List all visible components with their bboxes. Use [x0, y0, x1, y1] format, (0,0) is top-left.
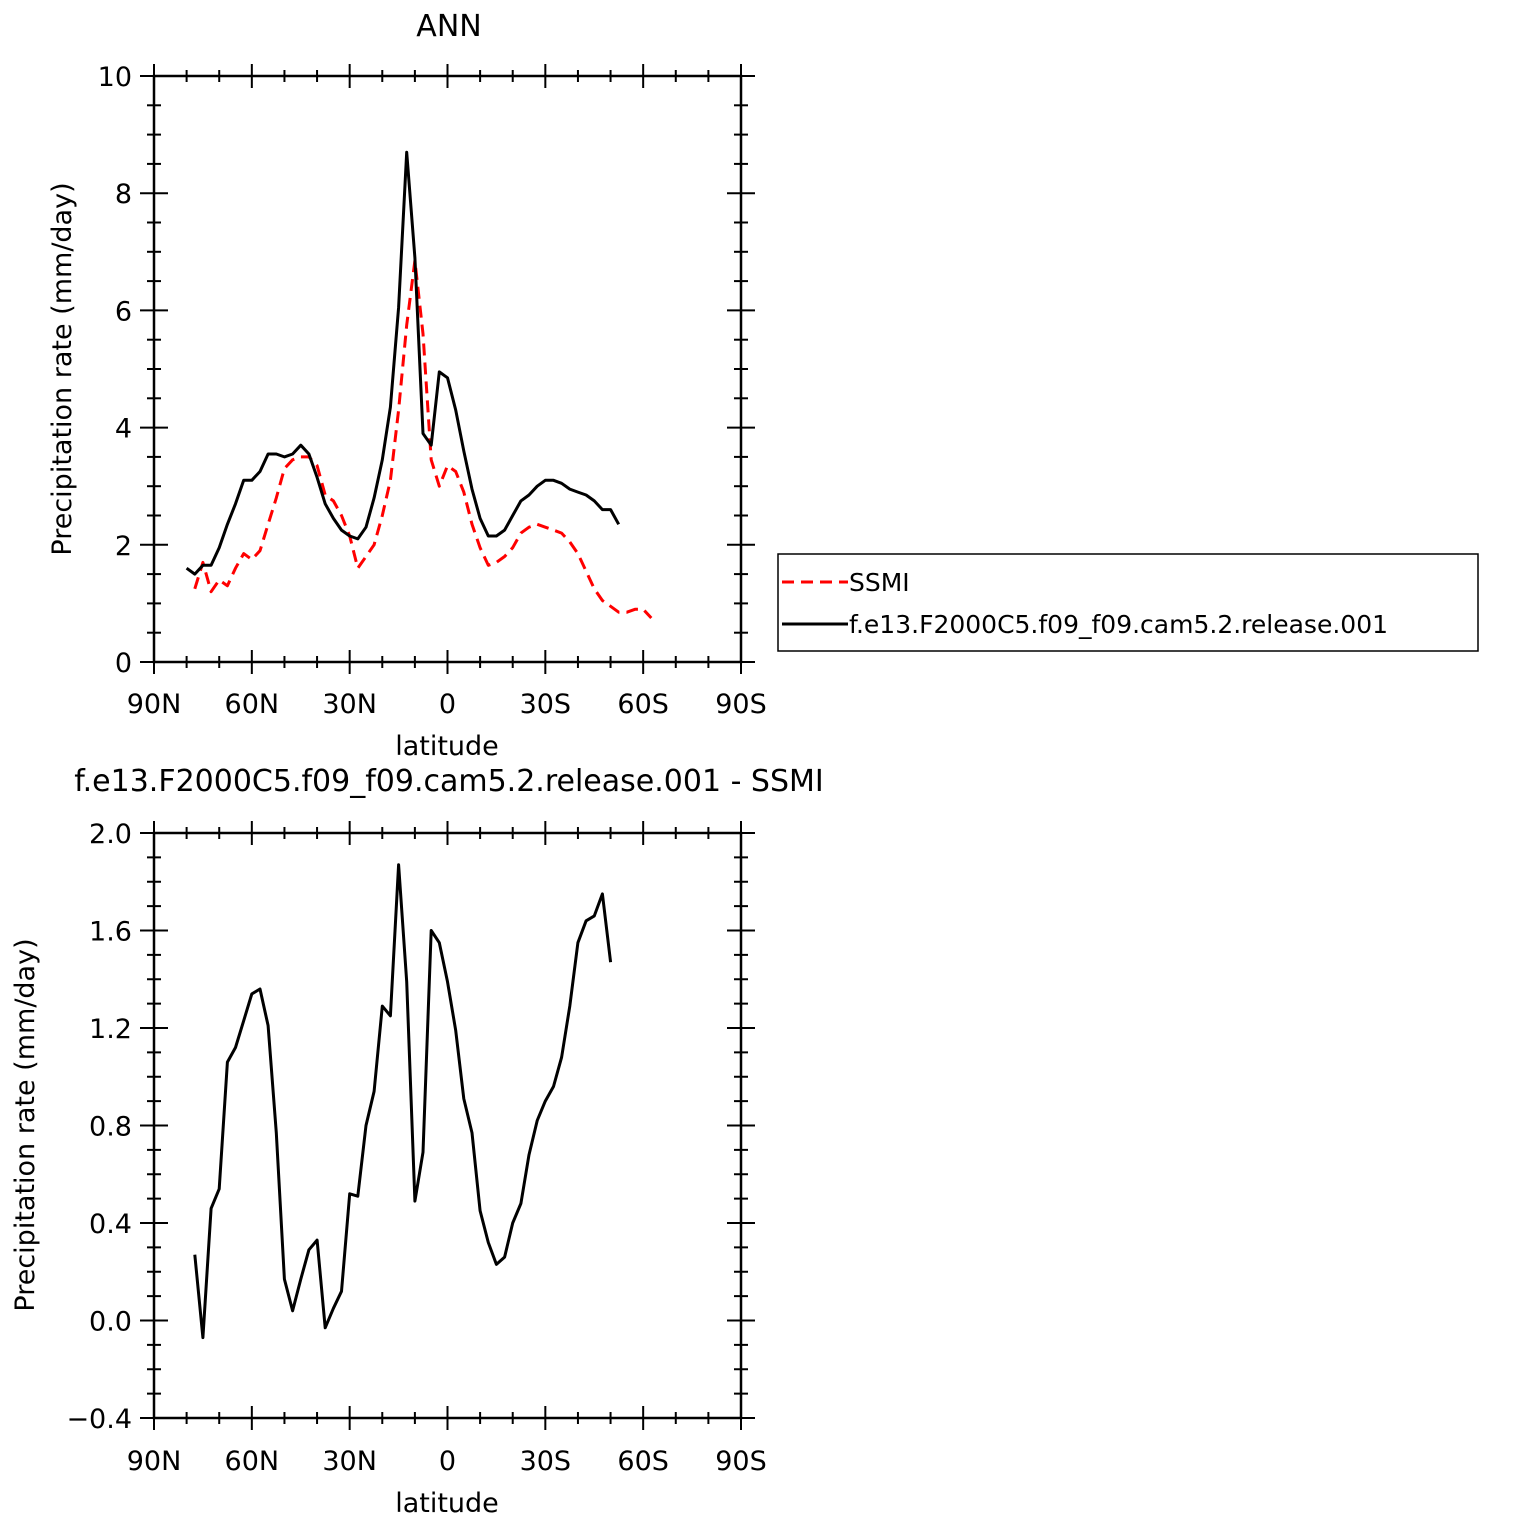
- panel-1-x-axis-title: latitude: [395, 1488, 499, 1519]
- panel-1-tick-labels: 90N 60N 30N 0 30S 60S 90S −0.4 0.0 0.4 0.8 1.2 1.6 2.…: [66, 819, 766, 1477]
- y-tick-label: 10: [98, 62, 132, 93]
- x-tick-label: 90N: [127, 1446, 182, 1477]
- x-tick-label: 30S: [520, 1446, 572, 1477]
- x-tick-label: 0: [439, 689, 456, 720]
- y-tick-label: 2.0: [89, 819, 132, 850]
- legend-box: [777, 553, 1479, 652]
- y-tick-label: 0.8: [89, 1112, 132, 1143]
- x-tick-label: 90S: [715, 689, 767, 720]
- legend-label-ssmi: SSMI: [849, 568, 910, 597]
- x-tick-label: 90S: [715, 1446, 767, 1477]
- x-tick-label: 30S: [520, 689, 572, 720]
- legend: SSMI f.e13.F2000C5.f09_f09.cam5.2.releas…: [777, 553, 1479, 652]
- panel-0-y-axis-title: Precipitation rate (mm/day): [47, 182, 78, 555]
- x-tick-label: 60S: [617, 689, 669, 720]
- panel-0-series-layer: [185, 150, 653, 620]
- y-tick-label: 0.0: [89, 1307, 132, 1338]
- panel-1-ticks: [140, 821, 755, 1430]
- x-tick-label: 30N: [322, 689, 377, 720]
- y-tick-label: −0.4: [66, 1404, 132, 1435]
- panel-1-plot-frame: [152, 831, 743, 1420]
- y-tick-label: 1.2: [89, 1014, 132, 1045]
- series-line-ssmi: [193, 259, 653, 620]
- panel-0-plot-frame: [152, 74, 743, 664]
- panel-1-series-layer: [193, 863, 613, 1340]
- series-line-f-e13-f2000c5-f09-f09-cam5-2-release-001: [185, 150, 621, 576]
- y-tick-label: 1.6: [89, 917, 132, 948]
- panel-0-x-axis-title: latitude: [395, 731, 499, 762]
- y-tick-label: 8: [115, 179, 132, 210]
- x-tick-label: 90N: [127, 689, 182, 720]
- series-line-difference: [193, 863, 613, 1340]
- y-tick-label: 6: [115, 296, 132, 327]
- y-tick-label: 2: [115, 531, 132, 562]
- difference-panel: f.e13.F2000C5.f09_f09.cam5.2.release.001…: [10, 764, 824, 1519]
- panel-1-title: f.e13.F2000C5.f09_f09.cam5.2.release.001…: [74, 764, 824, 799]
- panel-1-y-axis-title: Precipitation rate (mm/day): [10, 938, 41, 1311]
- x-tick-label: 30N: [322, 1446, 377, 1477]
- x-tick-label: 0: [439, 1446, 456, 1477]
- panel-0-tick-labels: 90N 60N 30N 0 30S 60S 90S 0 2 4 6 8 10: [98, 62, 767, 720]
- x-tick-label: 60N: [225, 689, 280, 720]
- y-tick-label: 4: [115, 414, 132, 445]
- y-tick-label: 0.4: [89, 1209, 132, 1240]
- x-tick-label: 60S: [617, 1446, 669, 1477]
- legend-label-model: f.e13.F2000C5.f09_f09.cam5.2.release.001: [849, 610, 1388, 639]
- y-tick-label: 0: [115, 648, 132, 679]
- x-tick-label: 60N: [225, 1446, 280, 1477]
- panel-0-ticks: [140, 64, 755, 674]
- panel-0-title: ANN: [416, 9, 481, 44]
